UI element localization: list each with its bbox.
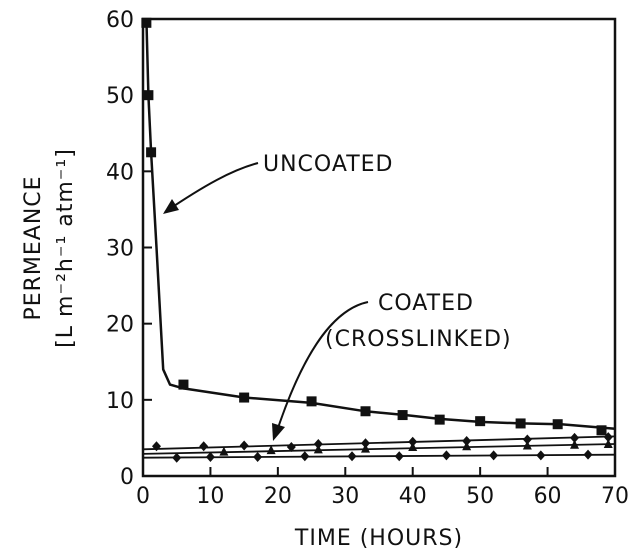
data-point-triangle (603, 439, 613, 449)
y-tick-label: 10 (106, 389, 134, 414)
series-line (142, 443, 616, 455)
x-tick-label: 60 (534, 484, 562, 509)
annotation-uncoated: UNCOATED (263, 152, 393, 177)
y-tick-label: 30 (106, 237, 134, 262)
data-point-diamond (300, 451, 310, 462)
y-tick-label: 20 (106, 313, 134, 338)
x-axis-ticks: 0 10 20 30 40 50 60 70 (136, 467, 629, 509)
data-point-diamond (394, 451, 404, 462)
y-axis-label-line2: [L m⁻²h⁻¹ atm⁻¹] (53, 148, 78, 348)
data-point-square (434, 414, 445, 425)
data-point-diamond (286, 442, 296, 453)
data-point-triangle (570, 439, 580, 449)
data-point-square (397, 410, 408, 421)
x-tick-label: 30 (331, 484, 359, 509)
x-tick-label: 70 (601, 484, 629, 509)
data-point-triangle (462, 441, 472, 451)
annotation-crosslinked: (CROSSLINKED) (325, 327, 512, 352)
data-point-square (515, 418, 526, 429)
data-point-diamond (462, 435, 472, 446)
data-point-diamond (536, 450, 546, 461)
uncoated-arrowhead (163, 199, 179, 214)
data-point-diamond (253, 451, 263, 462)
data-point-diamond (313, 439, 323, 450)
x-tick-label: 10 (196, 484, 224, 509)
data-point-diamond (408, 436, 418, 447)
data-point-triangle (266, 445, 276, 455)
data-point-triangle (361, 443, 371, 453)
y-axis-label-line1: PERMEANCE (21, 175, 46, 320)
data-point-triangle (408, 442, 418, 452)
data-point-diamond (172, 452, 182, 463)
data-point-square (141, 17, 152, 28)
y-axis-ticks: 0 10 20 30 40 50 60 (106, 8, 152, 490)
x-tick-label: 0 (136, 484, 150, 509)
data-point-square (475, 416, 486, 427)
data-point-diamond (199, 441, 209, 452)
x-tick-label: 40 (399, 484, 427, 509)
annotation-layer: UNCOATED COATED (CROSSLINKED) (163, 152, 512, 441)
data-point-triangle (219, 446, 229, 456)
y-tick-label: 60 (106, 8, 134, 33)
coated-arrowhead (272, 423, 285, 441)
y-tick-label: 50 (106, 84, 134, 109)
data-point-diamond (583, 449, 593, 460)
series-line (142, 435, 616, 451)
data-point-square (360, 406, 371, 417)
data-point-square (552, 419, 563, 430)
annotation-coated: COATED (378, 291, 474, 316)
data-point-diamond (570, 432, 580, 443)
data-point-square (143, 90, 154, 101)
data-point-diamond (441, 450, 451, 461)
x-tick-label: 50 (466, 484, 494, 509)
data-point-diamond (347, 451, 357, 462)
data-point-diamond (205, 451, 215, 462)
data-point-diamond (361, 438, 371, 449)
data-point-diamond (489, 450, 499, 461)
series-layer (141, 17, 616, 463)
y-tick-label: 0 (120, 465, 134, 490)
data-point-diamond (151, 441, 161, 452)
data-point-square (596, 425, 607, 436)
data-point-square (239, 392, 250, 403)
plot-frame (141, 17, 617, 478)
data-point-diamond (603, 432, 613, 443)
x-tick-label: 20 (264, 484, 292, 509)
data-point-square (146, 147, 157, 158)
x-axis-label: TIME (HOURS) (294, 526, 463, 551)
coated-arrow (274, 301, 369, 438)
series-line (145, 18, 616, 431)
uncoated-arrow (164, 162, 259, 213)
data-point-diamond (239, 440, 249, 451)
data-point-triangle (313, 444, 323, 454)
y-tick-label: 40 (106, 160, 134, 185)
data-point-square (306, 396, 317, 407)
series-line (142, 453, 616, 459)
data-point-square (178, 379, 189, 390)
data-point-triangle (522, 440, 532, 450)
data-point-diamond (522, 434, 532, 445)
